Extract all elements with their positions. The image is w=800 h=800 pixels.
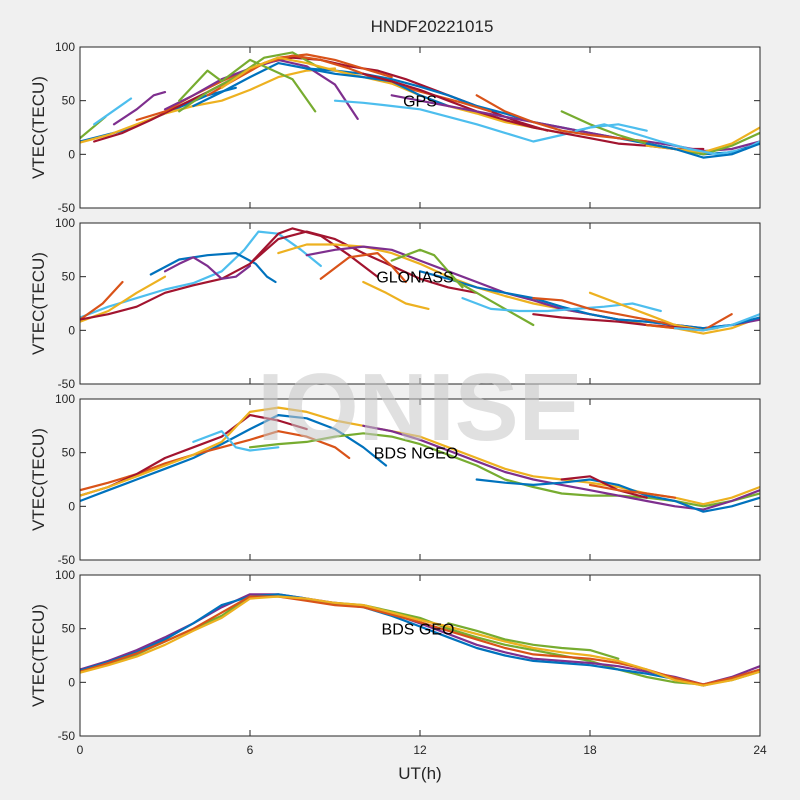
y-tick-label: 0	[68, 675, 75, 689]
series-line-20	[673, 313, 760, 332]
plot-area	[80, 575, 760, 736]
series-line-11	[319, 252, 407, 284]
figure-title: HNDF20221015	[371, 17, 494, 36]
series-line-1	[80, 414, 388, 503]
y-tick-label: -50	[58, 201, 76, 215]
series-line-12	[418, 270, 760, 330]
series-line-4	[80, 227, 379, 321]
series-line-10	[588, 483, 677, 499]
y-tick-label: -50	[58, 729, 76, 743]
x-tick-label: 0	[77, 743, 84, 757]
panel-3: -50 0 50 100 VTEC(TECU) BDS NGEO	[29, 392, 761, 567]
x-tick-label: 12	[413, 743, 427, 757]
series-group	[80, 227, 760, 335]
series-line-10	[390, 248, 464, 289]
y-tick-label: 50	[62, 622, 76, 636]
x-tick-label: 6	[247, 743, 254, 757]
y-axis-label: VTEC(TECU)	[29, 604, 48, 707]
series-line-6	[112, 91, 167, 126]
series-line-5	[93, 97, 133, 126]
plot-area	[80, 399, 760, 560]
panel-1: -50 0 50 100 VTEC(TECU) GPS	[29, 40, 761, 215]
series-line-8	[475, 478, 760, 513]
series-line-14	[362, 280, 430, 310]
y-tick-label: 50	[62, 446, 76, 460]
panel-label: GLONASS	[376, 270, 453, 287]
y-tick-label: 100	[55, 216, 75, 230]
y-tick-label: 100	[55, 568, 75, 582]
series-line-3	[80, 593, 760, 687]
series-line-7	[248, 230, 478, 294]
y-axis-label: VTEC(TECU)	[29, 252, 48, 355]
series-line-14	[305, 67, 450, 108]
y-tick-label: 0	[68, 499, 75, 513]
series-line-5	[149, 252, 277, 284]
y-tick-label: -50	[58, 553, 76, 567]
plot-area	[80, 47, 760, 208]
y-axis-label: VTEC(TECU)	[29, 76, 48, 179]
series-group	[80, 406, 760, 513]
series-line-18	[475, 94, 648, 143]
x-tick-label: 24	[753, 743, 767, 757]
y-tick-label: 100	[55, 40, 75, 54]
panel-2: -50 0 50 100 VTEC(TECU) GLONASS	[29, 216, 761, 391]
y-tick-label: 50	[62, 94, 76, 108]
panel-label: BDS GEO	[382, 622, 455, 639]
y-tick-label: -50	[58, 377, 76, 391]
series-line-13	[447, 275, 535, 327]
series-line-1	[80, 230, 322, 319]
series-line-6	[192, 430, 280, 452]
series-line-6	[447, 622, 620, 660]
series-group	[80, 593, 760, 687]
y-tick-label: 50	[62, 270, 76, 284]
series-line-2	[80, 280, 124, 321]
watermark: IONISE	[257, 354, 582, 461]
series-line-5	[80, 595, 760, 687]
series-group	[80, 51, 760, 159]
series-line-2	[80, 67, 337, 144]
y-tick-label: 0	[68, 323, 75, 337]
series-line-12	[178, 58, 317, 113]
series-line-6	[163, 256, 252, 280]
panel-label: BDS NGEO	[374, 446, 458, 463]
x-tick-label: 18	[583, 743, 597, 757]
series-line-9	[560, 475, 648, 499]
series-line-22	[645, 142, 760, 159]
y-axis-label: VTEC(TECU)	[29, 428, 48, 531]
y-tick-label: 100	[55, 392, 75, 406]
panel-label: GPS	[403, 94, 437, 111]
series-line-13	[220, 56, 563, 134]
series-line-15	[461, 297, 662, 313]
x-axis-label: UT(h)	[398, 764, 441, 783]
y-tick-label: 0	[68, 147, 75, 161]
